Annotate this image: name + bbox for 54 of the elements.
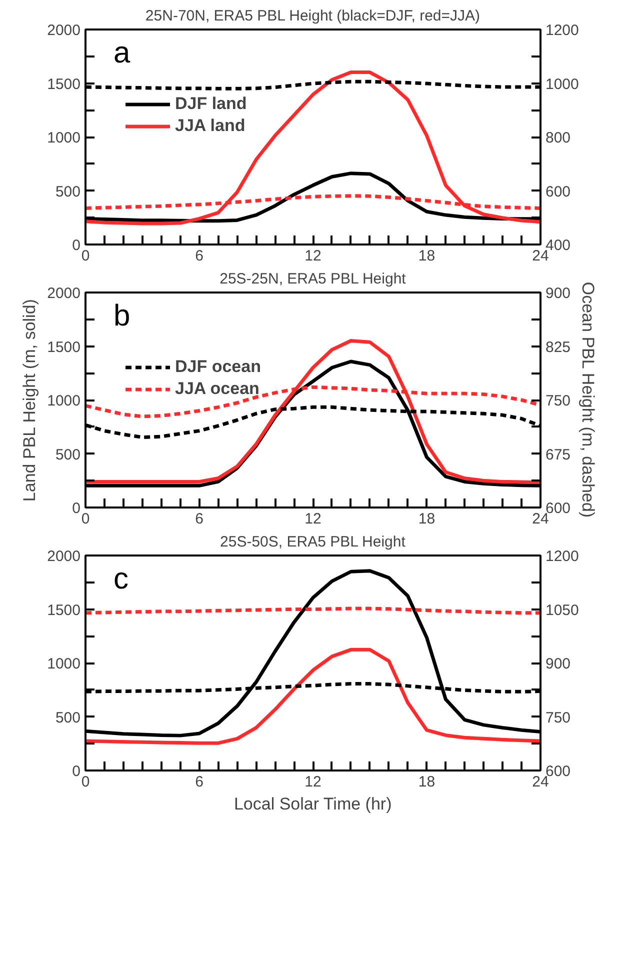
y-tick-label: 2000	[47, 548, 81, 565]
y2-tick-label: 600	[546, 500, 571, 517]
y-tick-label: 1500	[47, 76, 81, 93]
x-tick-label: 12	[304, 774, 322, 790]
y-tick-label: 0	[72, 500, 80, 517]
y-tick-label: 1500	[47, 338, 81, 356]
y-tick-label: 2000	[47, 22, 81, 39]
y2-tick-label: 1200	[546, 22, 579, 39]
y2-tick-label: 900	[546, 656, 571, 672]
y-tick-label: 1000	[47, 392, 81, 410]
x-tick-label: 18	[418, 248, 436, 264]
y2-tick-label: 750	[546, 709, 571, 726]
y2-tick-label: 825	[546, 338, 571, 356]
x-tick-label: 12	[304, 248, 322, 264]
x-tick-label: 6	[195, 510, 204, 528]
chart-title: 25S-25N, ERA5 PBL Height	[220, 270, 407, 288]
chart-title: 25N-70N, ERA5 PBL Height (black=DJF, red=JJA)	[145, 8, 480, 24]
chart-title: 25S-50S, ERA5 PBL Height	[220, 534, 406, 550]
y-tick-label: 500	[55, 183, 81, 200]
x-tick-label: 6	[195, 248, 204, 264]
x-axis-title: Local Solar Time (hr)	[234, 794, 392, 814]
annotation: a	[114, 36, 130, 70]
x-tick-label: 18	[418, 774, 436, 790]
x-tick-label: 6	[195, 774, 204, 790]
legend-label: DJF land	[175, 94, 247, 114]
y2-axis-title: Ocean PBL Height (m, dashed)	[578, 282, 598, 518]
y2-tick-label: 600	[546, 763, 571, 780]
annotation: c	[114, 562, 128, 596]
y-axis-title: Land PBL Height (m, solid)	[20, 299, 40, 502]
y2-tick-label: 600	[546, 183, 571, 200]
y2-tick-label: 750	[546, 392, 571, 410]
y-tick-label: 500	[55, 709, 81, 726]
y-tick-label: 500	[55, 446, 81, 464]
line-series	[86, 70, 540, 226]
y2-tick-label: 1200	[546, 548, 579, 565]
y2-tick-label: 900	[546, 285, 571, 302]
y-tick-label: 1000	[47, 656, 81, 672]
y2-tick-label: 800	[546, 130, 571, 146]
line-series	[86, 339, 540, 484]
y-tick-label: 1500	[47, 602, 81, 619]
legend-label: JJA ocean	[175, 379, 260, 399]
y-tick-label: 2000	[47, 285, 81, 302]
y2-tick-label: 1000	[546, 76, 579, 93]
x-tick-label: 18	[418, 510, 436, 528]
y2-tick-label: 1050	[546, 602, 579, 619]
legend-label: DJF ocean	[175, 357, 261, 377]
line-series	[86, 648, 540, 745]
annotation: b	[114, 300, 130, 332]
y-tick-label: 0	[72, 237, 80, 254]
x-tick-label: 12	[304, 510, 322, 528]
y-tick-label: 1000	[47, 130, 81, 146]
y2-tick-label: 675	[546, 446, 571, 464]
y-tick-label: 0	[72, 763, 80, 780]
legend-label: JJA land	[175, 116, 246, 136]
